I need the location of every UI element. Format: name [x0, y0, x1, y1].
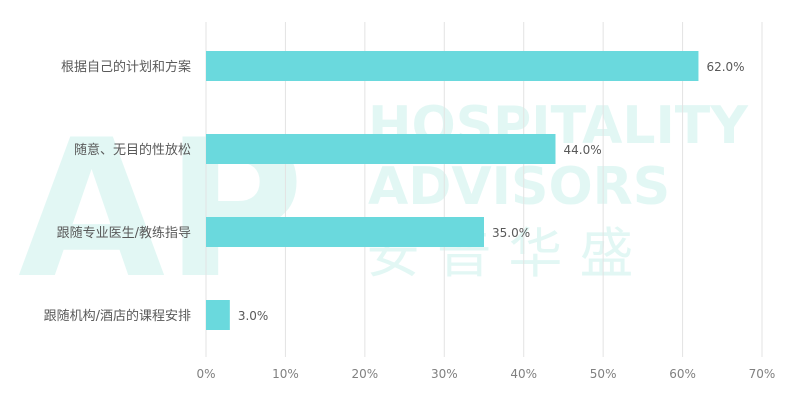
x-tick-label: 70% [749, 367, 776, 381]
bar [206, 300, 230, 330]
watermark-line-2: ADVISORS [368, 157, 670, 217]
bar [206, 51, 699, 81]
watermark-logo: AP [18, 99, 304, 320]
watermark: AP HOSPITALITY ADVISORS 安 普 华 盛 [18, 96, 749, 320]
data-label: 62.0% [706, 60, 744, 74]
bars [206, 51, 699, 330]
x-tick-label: 40% [510, 367, 537, 381]
data-label: 35.0% [492, 226, 530, 240]
bar [206, 134, 556, 164]
data-label: 44.0% [563, 143, 601, 157]
bar [206, 217, 484, 247]
x-tick-label: 50% [590, 367, 617, 381]
category-label: 跟随机构/酒店的课程安排 [44, 308, 191, 324]
x-tick-label: 20% [352, 367, 379, 381]
category-label: 根据自己的计划和方案 [61, 59, 191, 75]
x-tick-label: 60% [669, 367, 696, 381]
category-label: 随意、无目的性放松 [74, 142, 191, 158]
category-label: 跟随专业医生/教练指导 [57, 225, 191, 241]
data-label: 3.0% [238, 309, 268, 323]
x-tick-label: 10% [272, 367, 299, 381]
x-tick-label: 0% [196, 367, 215, 381]
labels: 0% 10% 20% 30% 40% 50% 60% 70% 根据自己的计划和方案 62.0% 随意… [44, 59, 776, 381]
x-tick-label: 30% [431, 367, 458, 381]
